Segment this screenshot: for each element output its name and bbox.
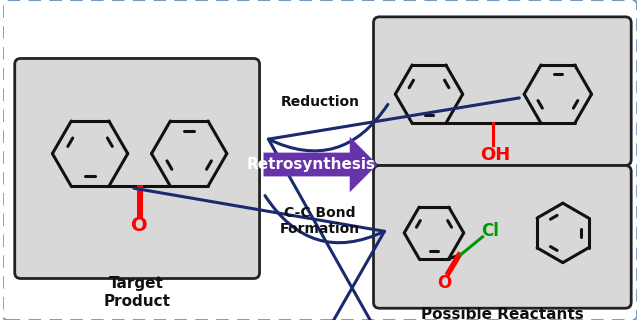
FancyBboxPatch shape [374, 165, 631, 308]
FancyBboxPatch shape [15, 58, 260, 278]
FancyBboxPatch shape [3, 0, 637, 320]
Text: Cl: Cl [481, 222, 499, 240]
Text: C-C Bond
Formation: C-C Bond Formation [280, 206, 360, 236]
Text: Possible Reactants: Possible Reactants [421, 307, 584, 322]
Text: Retrosynthesis: Retrosynthesis [247, 157, 376, 172]
Text: O: O [131, 216, 148, 235]
FancyArrowPatch shape [134, 188, 385, 323]
FancyBboxPatch shape [374, 17, 631, 165]
Text: O: O [436, 275, 451, 292]
Text: Reduction: Reduction [280, 95, 360, 109]
FancyArrowPatch shape [268, 98, 519, 323]
Text: OH: OH [480, 146, 511, 164]
Text: Target
Product: Target Product [103, 276, 170, 308]
Polygon shape [264, 137, 378, 192]
